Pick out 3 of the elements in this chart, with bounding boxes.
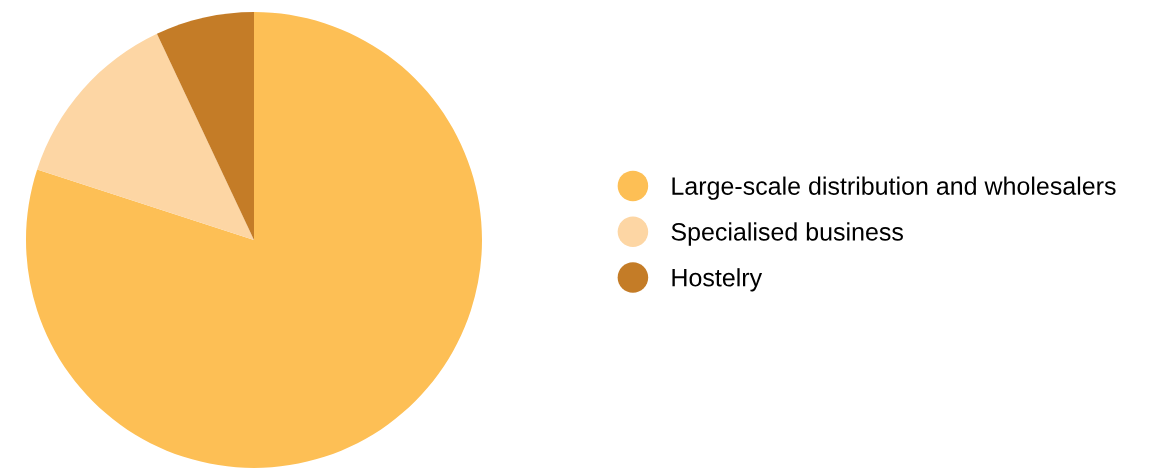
legend-label: Hostelry	[672, 268, 763, 292]
legend-label: Large-scale distribution and wholesalers	[672, 176, 1116, 200]
legend-label: Specialised business	[671, 222, 903, 246]
